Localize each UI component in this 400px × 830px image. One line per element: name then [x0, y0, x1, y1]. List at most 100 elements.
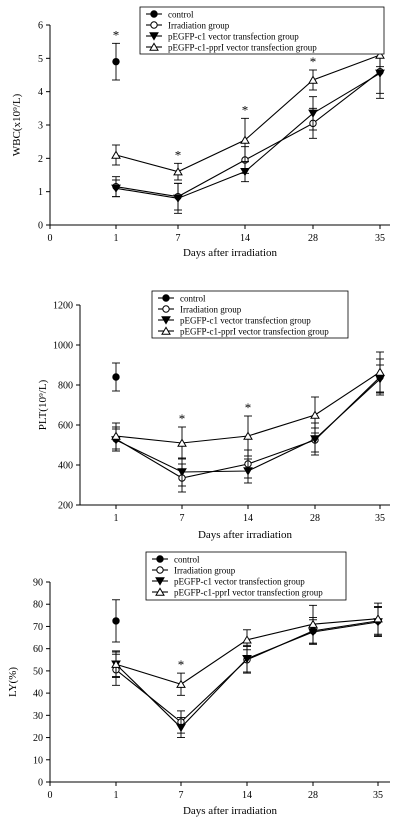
y-tick-label: 200	[58, 501, 73, 512]
legend-marker	[156, 566, 164, 574]
significance-marker: *	[175, 147, 182, 162]
data-point	[111, 659, 121, 668]
x-tick-label: 14	[242, 790, 252, 801]
x-tick-label: 1	[114, 513, 119, 524]
series-filled-circle	[112, 362, 120, 392]
y-tick-label: 70	[33, 622, 43, 633]
legend-label: pEGFP-c1-pprI vector transfection group	[180, 327, 329, 337]
legend-label: Irradiation group	[174, 566, 236, 576]
x-tick-label: 14	[240, 233, 250, 244]
x-tick-label: 0	[48, 790, 53, 801]
series-open-triangle	[111, 42, 385, 181]
data-point	[177, 468, 187, 477]
data-point	[373, 614, 383, 623]
data-point	[240, 167, 250, 177]
legend-label: control	[174, 555, 200, 565]
y-tick-label: 30	[33, 711, 43, 722]
data-point	[242, 635, 252, 644]
y-tick-label: 90	[33, 578, 43, 589]
data-point	[308, 75, 318, 84]
x-tick-label: 35	[375, 513, 385, 524]
data-point	[112, 373, 120, 381]
x-tick-label: 28	[308, 233, 318, 244]
legend-label: pEGFP-c1 vector transfection group	[174, 577, 305, 587]
significance-marker: *	[179, 411, 186, 426]
chart-2: 200 400 600 800 1000 1200 1 7 14 28 35 Days after i…	[37, 290, 390, 541]
data-point	[176, 679, 186, 688]
significance-marker: *	[310, 54, 317, 69]
legend-box	[145, 551, 347, 601]
y-tick-label: 1000	[53, 341, 73, 352]
legend-marker	[162, 294, 170, 302]
data-point	[111, 184, 121, 193]
x-axis-label: Days after irradiation	[198, 529, 293, 541]
data-point	[308, 619, 318, 628]
legend-label: pEGFP-c1-pprI vector transfection group	[174, 588, 323, 598]
significance-marker: *	[242, 102, 249, 117]
series-line	[115, 72, 381, 199]
data-point	[176, 723, 186, 733]
legend-marker	[149, 32, 159, 41]
y-tick-label: 40	[33, 689, 43, 700]
x-tick-label: 35	[373, 790, 383, 801]
series-filled-triangle	[111, 52, 385, 214]
legend-marker	[161, 316, 171, 325]
data-point	[375, 69, 385, 78]
y-tick-label: 2	[38, 154, 43, 165]
y-axis-label: PLT(10⁹/L)	[37, 379, 49, 430]
series-filled-circle	[112, 599, 120, 643]
data-point	[111, 150, 121, 159]
data-point	[173, 194, 183, 203]
y-axis-label: LY(%)	[7, 667, 19, 697]
legend-marker	[162, 305, 170, 313]
legend-label: pEGFP-c1-pprI vector transfection group	[168, 43, 317, 53]
x-axis-label: Days after irradiation	[183, 805, 278, 817]
legend-marker	[149, 42, 159, 51]
legend-label: Irradiation group	[180, 305, 242, 315]
legend-label: pEGFP-c1 vector transfection group	[168, 32, 299, 42]
x-tick-label: 0	[48, 233, 53, 244]
data-point	[243, 431, 253, 440]
legend-marker	[155, 577, 165, 586]
legend-marker	[150, 10, 158, 18]
y-tick-label: 1200	[53, 301, 73, 312]
legend-box	[151, 290, 349, 339]
y-tick-label: 0	[38, 221, 43, 232]
legend-label: pEGFP-c1 vector transfection group	[180, 316, 311, 326]
legend-marker	[161, 326, 171, 335]
legend-box	[139, 6, 385, 55]
x-tick-label: 14	[243, 513, 253, 524]
chart-1: 0 1 2 3 4 5 6 0 1 7 14 28 35 Days after irradiation WB…	[11, 6, 390, 259]
data-point	[173, 167, 183, 176]
y-tick-label: 5	[38, 54, 43, 65]
significance-marker: *	[113, 27, 120, 42]
data-point	[308, 109, 318, 118]
legend-marker	[155, 587, 165, 596]
legend-label: Irradiation group	[168, 21, 230, 31]
significance-marker: *	[245, 400, 252, 415]
x-tick-label: 28	[308, 790, 318, 801]
legend-marker	[156, 555, 164, 563]
x-tick-label: 1	[114, 233, 119, 244]
x-tick-label: 35	[375, 233, 385, 244]
data-point	[375, 50, 385, 59]
y-tick-label: 3	[38, 121, 43, 132]
x-tick-label: 7	[180, 513, 185, 524]
y-axis-label: WBC(x10⁹/L)	[11, 93, 23, 156]
data-point	[310, 410, 320, 419]
data-point	[310, 435, 320, 444]
data-point	[240, 135, 250, 144]
data-point	[243, 467, 253, 476]
data-point	[112, 617, 120, 625]
series-open-circle	[112, 44, 384, 211]
x-axis-label: Days after irradiation	[183, 247, 278, 259]
significance-marker: *	[178, 657, 185, 672]
y-tick-label: 50	[33, 666, 43, 677]
chart-3: 0 10 20 30 40 50 60 70 80 90 0 1 7 14 28 35 Days after i…	[7, 551, 390, 817]
data-point	[112, 57, 120, 66]
data-point	[375, 367, 385, 376]
